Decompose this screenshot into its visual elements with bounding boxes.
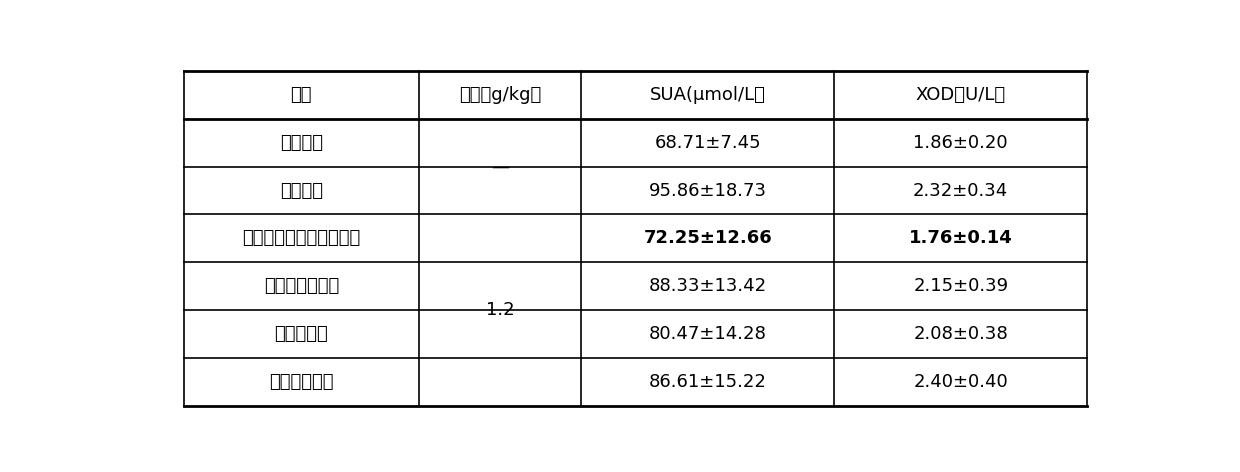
- Text: 1.2: 1.2: [486, 301, 515, 319]
- Text: 2.15±0.39: 2.15±0.39: [913, 277, 1008, 295]
- Text: 2.40±0.40: 2.40±0.40: [914, 373, 1008, 391]
- Text: 模型对照: 模型对照: [280, 182, 322, 200]
- Text: 2.32±0.34: 2.32±0.34: [913, 182, 1008, 200]
- Text: 1.86±0.20: 1.86±0.20: [914, 134, 1008, 152]
- Text: 本发明药物组合物提取物: 本发明药物组合物提取物: [242, 229, 361, 247]
- Text: 68.71±7.45: 68.71±7.45: [655, 134, 761, 152]
- Text: XOD（U/L）: XOD（U/L）: [915, 86, 1006, 104]
- Text: SUA(μmol/L）: SUA(μmol/L）: [650, 86, 766, 104]
- Text: 正常对照: 正常对照: [280, 134, 322, 152]
- Text: 组别: 组别: [290, 86, 312, 104]
- Text: 80.47±14.28: 80.47±14.28: [649, 325, 766, 343]
- Text: 剂量（g/kg）: 剂量（g/kg）: [459, 86, 541, 104]
- Text: 2.08±0.38: 2.08±0.38: [914, 325, 1008, 343]
- Text: —: —: [491, 158, 508, 176]
- Text: 1.76±0.14: 1.76±0.14: [909, 229, 1013, 247]
- Text: 95.86±18.73: 95.86±18.73: [649, 182, 766, 200]
- Text: 88.33±13.42: 88.33±13.42: [649, 277, 766, 295]
- Text: 布渣叶提取物: 布渣叶提取物: [269, 373, 334, 391]
- Text: 桑黄提取物: 桑黄提取物: [274, 325, 329, 343]
- Text: 86.61±15.22: 86.61±15.22: [649, 373, 766, 391]
- Text: 72.25±12.66: 72.25±12.66: [644, 229, 773, 247]
- Text: 五指毛桃提取物: 五指毛桃提取物: [264, 277, 339, 295]
